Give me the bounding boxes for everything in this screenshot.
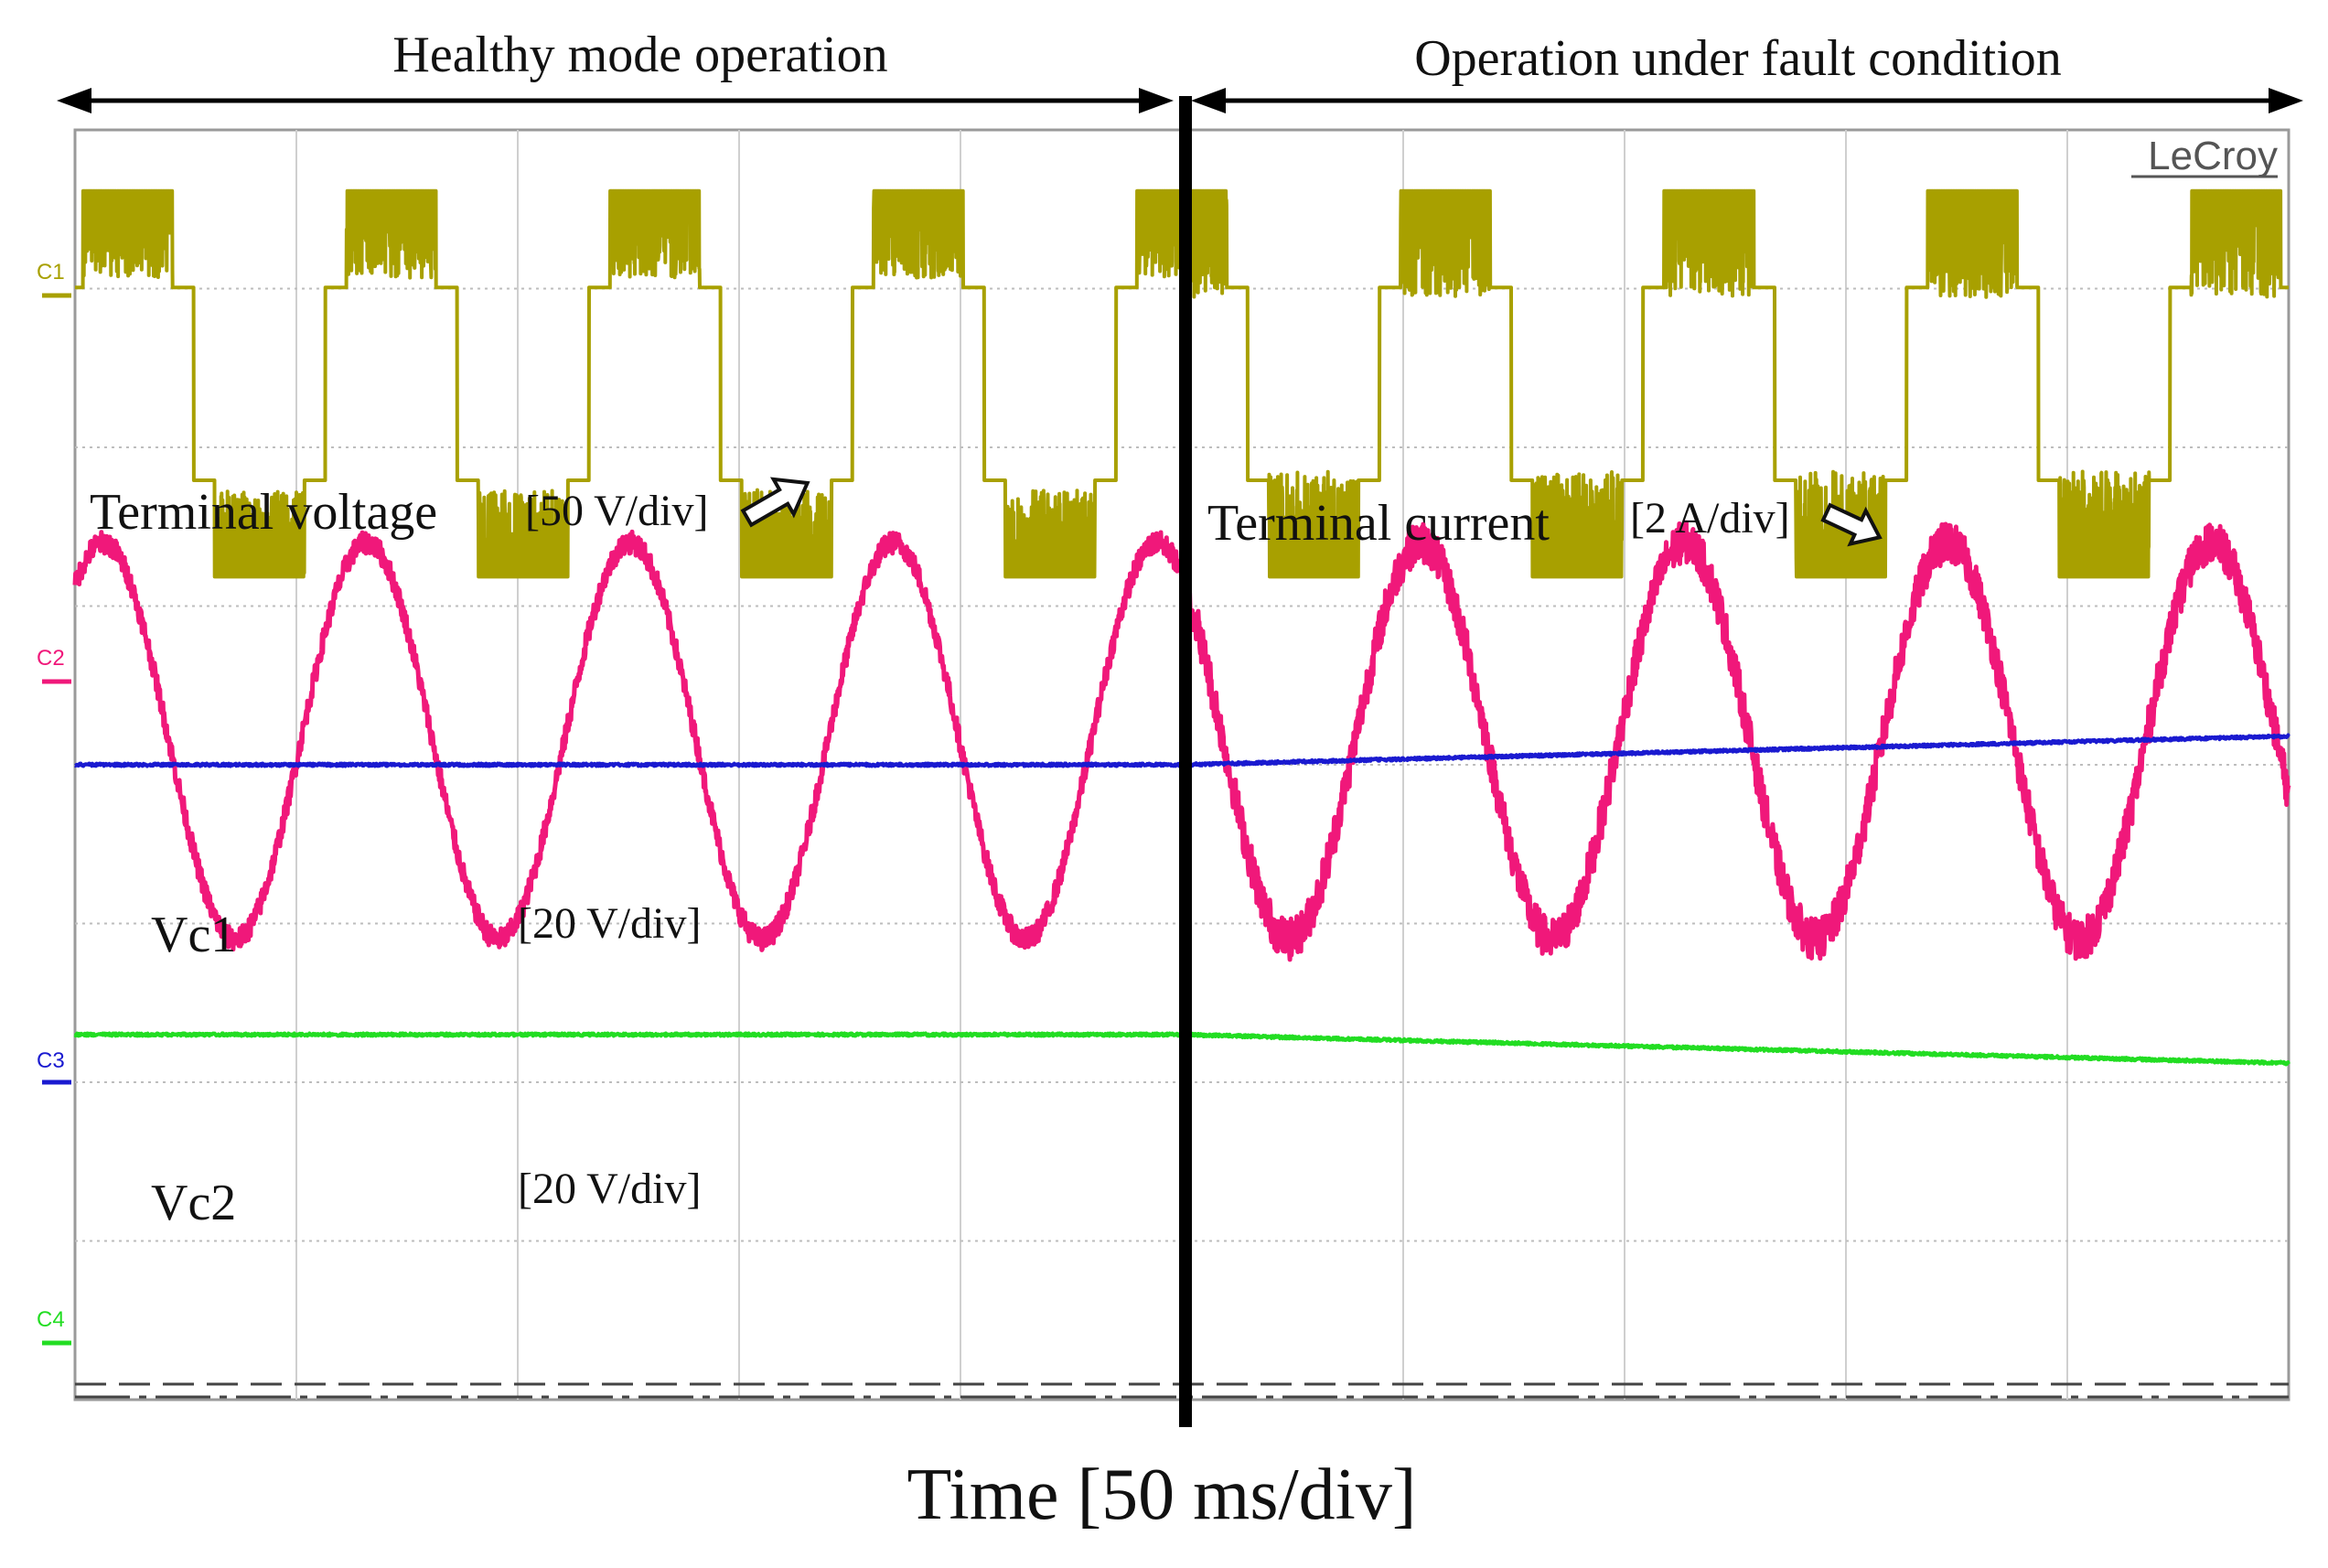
channel-label-c2: C2 — [37, 646, 65, 671]
vc1-label: Vc1 — [151, 907, 236, 963]
section-left-arrow — [57, 88, 1174, 113]
channel-label-c4: C4 — [37, 1307, 65, 1332]
terminal-voltage-arrow-icon — [740, 477, 810, 528]
terminal-voltage-label: Terminal voltage — [90, 484, 437, 541]
section-left-label: Healthy mode operation — [392, 27, 887, 83]
terminal-current-scale: [2 A/div] — [1630, 494, 1790, 542]
channel-marker-c4: C4 — [37, 1307, 71, 1346]
channel-label-c1: C1 — [37, 260, 65, 285]
vc1-scale: [20 V/div] — [518, 899, 701, 948]
channel-marker-c2: C2 — [37, 646, 71, 684]
vc2-label: Vc2 — [151, 1175, 236, 1231]
channel-marker-c1: C1 — [37, 260, 71, 298]
section-right-label: Operation under fault condition — [1414, 30, 2062, 87]
x-axis-label: Time [50 ms/div] — [907, 1455, 1416, 1535]
terminal-current-arrow-icon — [1820, 502, 1883, 547]
vc2-scale: [20 V/div] — [518, 1165, 701, 1213]
terminal-voltage-scale: [50 V/div] — [525, 487, 708, 535]
section-right-arrow — [1191, 88, 2303, 113]
channel-marker-c3: C3 — [37, 1048, 71, 1085]
terminal-current-label: Terminal current — [1207, 495, 1550, 552]
brand-logo: LeCroy — [2148, 134, 2278, 178]
channel-label-c3: C3 — [37, 1048, 65, 1073]
